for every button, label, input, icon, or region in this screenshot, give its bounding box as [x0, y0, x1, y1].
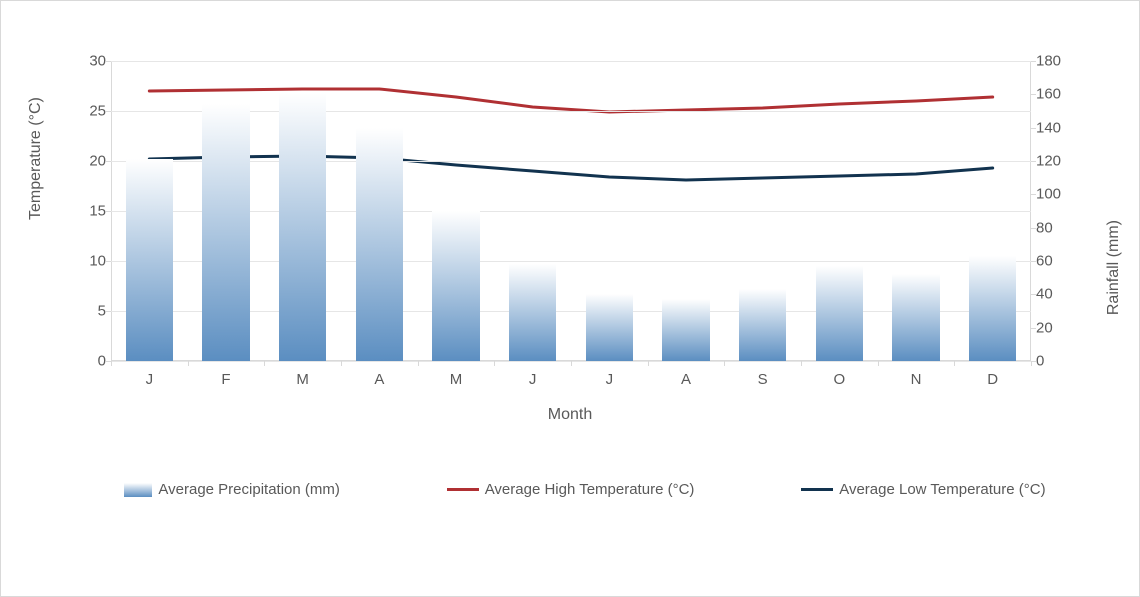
y-left-tick-label: 15 — [71, 203, 106, 220]
y-right-tick-label: 180 — [1036, 53, 1076, 70]
legend-item-precipitation: Average Precipitation (mm) — [124, 481, 339, 498]
tick-left — [106, 111, 111, 112]
y-right-tick-label: 140 — [1036, 119, 1076, 136]
y-right-tick-label: 120 — [1036, 153, 1076, 170]
plot-area: 051015202530020406080100120140160180JFMA… — [111, 61, 1031, 361]
x-tick-label: J — [146, 371, 154, 388]
tick-left — [106, 211, 111, 212]
bar-precipitation — [662, 299, 710, 361]
x-tick-label: J — [529, 371, 537, 388]
x-tick-label: N — [911, 371, 922, 388]
y-right-tick-label: 20 — [1036, 319, 1076, 336]
tick-bottom — [341, 361, 342, 366]
y-right-tick-label: 100 — [1036, 186, 1076, 203]
tick-bottom — [954, 361, 955, 366]
x-tick-label: S — [758, 371, 768, 388]
legend-label: Average High Temperature (°C) — [485, 481, 695, 498]
legend-item-low-temp: Average Low Temperature (°C) — [801, 481, 1045, 498]
tick-left — [106, 311, 111, 312]
x-tick-label: F — [221, 371, 230, 388]
x-tick-label: M — [450, 371, 463, 388]
x-tick-label: A — [374, 371, 384, 388]
x-tick-label: O — [833, 371, 845, 388]
legend-item-high-temp: Average High Temperature (°C) — [447, 481, 695, 498]
tick-bottom — [801, 361, 802, 366]
x-tick-label: D — [987, 371, 998, 388]
tick-left — [106, 161, 111, 162]
bar-precipitation — [816, 266, 864, 361]
tick-bottom — [418, 361, 419, 366]
x-tick-label: A — [681, 371, 691, 388]
bar-precipitation — [432, 211, 480, 361]
bar-precipitation — [509, 264, 557, 361]
x-axis-title: Month — [548, 406, 592, 424]
bar-precipitation — [892, 274, 940, 361]
y-left-tick-label: 5 — [71, 303, 106, 320]
bar-precipitation — [739, 289, 787, 361]
x-tick-label: J — [606, 371, 614, 388]
tick-bottom — [571, 361, 572, 366]
legend-label: Average Precipitation (mm) — [158, 481, 339, 498]
y-right-tick-label: 60 — [1036, 253, 1076, 270]
x-tick-label: M — [296, 371, 309, 388]
tick-left — [106, 261, 111, 262]
y-right-tick-label: 40 — [1036, 286, 1076, 303]
tick-bottom — [878, 361, 879, 366]
bar-precipitation — [202, 104, 250, 361]
tick-bottom — [264, 361, 265, 366]
legend-swatch-line-icon — [447, 488, 479, 491]
tick-left — [106, 61, 111, 62]
tick-bottom — [494, 361, 495, 366]
tick-bottom — [111, 361, 112, 366]
bar-precipitation — [126, 159, 174, 361]
y-right-tick-label: 80 — [1036, 219, 1076, 236]
y-left-tick-label: 30 — [71, 53, 106, 70]
legend: Average Precipitation (mm) Average High … — [71, 481, 1099, 498]
y-right-tick-label: 0 — [1036, 353, 1076, 370]
tick-bottom — [648, 361, 649, 366]
legend-swatch-line-icon — [801, 488, 833, 491]
y-left-tick-label: 0 — [71, 353, 106, 370]
line-low-temp — [149, 156, 992, 180]
climate-chart: Temperature (°C) Rainfall (mm) 051015202… — [0, 0, 1140, 597]
y-left-axis-title: Temperature (°C) — [27, 97, 45, 220]
bar-precipitation — [969, 256, 1017, 361]
tick-bottom — [724, 361, 725, 366]
legend-label: Average Low Temperature (°C) — [839, 481, 1045, 498]
y-right-tick-label: 160 — [1036, 86, 1076, 103]
y-left-tick-label: 20 — [71, 153, 106, 170]
tick-bottom — [188, 361, 189, 366]
bar-precipitation — [356, 128, 404, 361]
y-left-tick-label: 10 — [71, 253, 106, 270]
grid-line — [111, 61, 1031, 62]
line-high-temp — [149, 89, 992, 112]
bar-precipitation — [586, 294, 634, 361]
bar-precipitation — [279, 93, 327, 361]
y-left-tick-label: 25 — [71, 103, 106, 120]
legend-swatch-bar-icon — [124, 483, 152, 497]
y-right-axis-title: Rainfall (mm) — [1105, 220, 1123, 315]
tick-bottom — [1031, 361, 1032, 366]
